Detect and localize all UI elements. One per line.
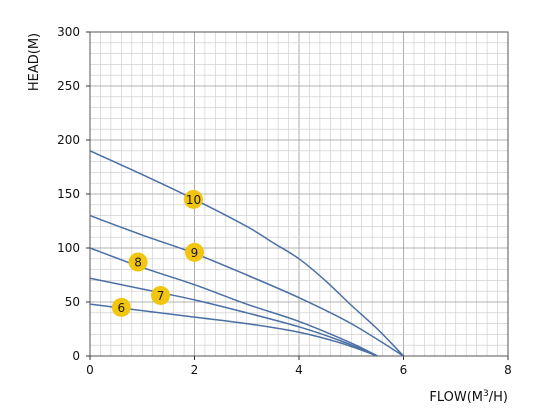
y-axis-title: HEAD(M) xyxy=(27,33,42,91)
x-tick-label: 8 xyxy=(504,363,512,377)
y-tick-label: 300 xyxy=(57,25,80,39)
series-labels: 6 7 8 9 10 xyxy=(111,189,204,317)
series-line-7 xyxy=(89,277,378,357)
series-badge-7 xyxy=(151,286,171,306)
series-line-9 xyxy=(89,214,404,357)
x-tick-label: 4 xyxy=(295,363,303,377)
axes: 0 2 4 6 8 0 50 100 150 200 250 300 xyxy=(57,25,512,377)
y-tick-label: 50 xyxy=(65,295,80,309)
series-badge-8 xyxy=(128,252,148,272)
x-tick-label: 6 xyxy=(400,363,408,377)
y-tick-label: 100 xyxy=(57,241,80,255)
series-line-10 xyxy=(89,150,405,357)
series-badge-9 xyxy=(185,242,204,262)
series-label-10: 10 xyxy=(186,193,201,207)
series-label-9: 9 xyxy=(191,246,199,260)
series-label-8: 8 xyxy=(134,256,142,270)
grid xyxy=(90,32,508,356)
series-badge-10 xyxy=(183,189,203,209)
y-tick-label: 200 xyxy=(57,133,80,147)
series-line-6 xyxy=(89,303,378,357)
series-badge-6 xyxy=(111,297,131,317)
y-tick-label: 150 xyxy=(57,187,80,201)
x-tick-label: 2 xyxy=(191,363,199,377)
y-tick-label: 250 xyxy=(57,79,80,93)
x-axis-title: FLOW(M3/H) xyxy=(429,389,508,405)
y-tick-label: 0 xyxy=(72,349,80,363)
series-label-6: 6 xyxy=(118,301,126,315)
series-label-7: 7 xyxy=(157,289,165,303)
x-tick-label: 0 xyxy=(86,363,94,377)
